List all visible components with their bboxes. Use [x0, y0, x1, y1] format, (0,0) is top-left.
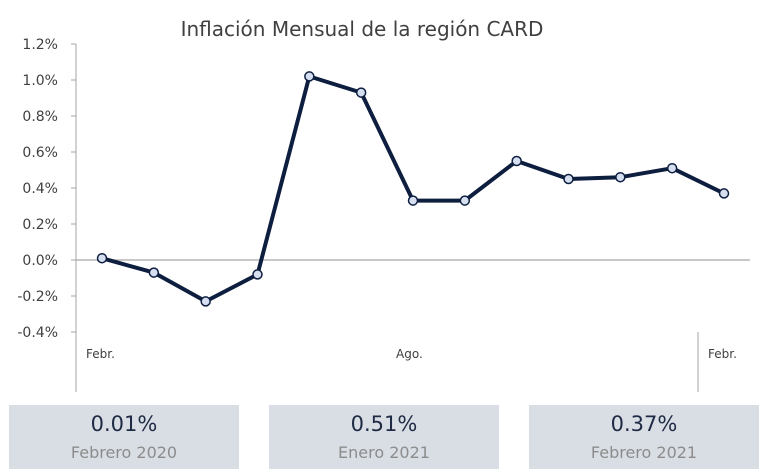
y-axis: 1.2% 1.0% 0.8% 0.6% 0.4% 0.2% 0.0% -0.2% -0.4% [17, 37, 77, 341]
line-chart: Inflación Mensual de la región CARD 1.2%… [17, 17, 750, 392]
summary-card-feb-2020: 0.01% Febrero 2020 [9, 405, 239, 469]
y-tick-label: 1.2% [22, 37, 58, 53]
x-tick-label: Febr. [708, 347, 737, 361]
y-tick-label: -0.2% [17, 289, 58, 305]
card-value: 0.01% [90, 412, 158, 436]
data-point [148, 267, 160, 278]
data-point [200, 296, 211, 307]
series-line [100, 74, 726, 304]
data-point [563, 173, 574, 185]
y-tick-label: 0.4% [22, 181, 58, 197]
x-tick-label: Febr. [86, 347, 115, 361]
x-tick-label: Ago. [396, 347, 423, 361]
card-value: 0.37% [610, 412, 678, 436]
y-tick-label: 0.0% [22, 253, 58, 269]
card-label: Enero 2021 [338, 443, 430, 462]
data-point [615, 171, 626, 183]
data-point [666, 162, 678, 174]
card-label: Febrero 2020 [70, 443, 178, 462]
chart-title: Inflación Mensual de la región CARD [181, 17, 544, 41]
x-axis: Febr. Ago. Febr. [75, 259, 750, 392]
data-point [718, 188, 730, 199]
y-tick-label: -0.4% [17, 325, 58, 341]
summary-card-feb-2021: 0.37% Febrero 2021 [529, 405, 759, 469]
data-point [252, 269, 263, 280]
summary-cards: 0.01% Febrero 2020 0.51% Enero 2021 0.37… [0, 405, 768, 469]
data-point [355, 87, 367, 98]
y-tick-label: 0.6% [22, 145, 58, 161]
data-point [407, 195, 419, 206]
card-label: Febrero 2021 [590, 443, 698, 462]
y-tick-label: 0.2% [22, 217, 58, 233]
data-point [459, 195, 471, 206]
y-tick-label: 0.8% [22, 109, 58, 125]
data-point [304, 71, 315, 82]
summary-card-jan-2021: 0.51% Enero 2021 [269, 405, 499, 469]
data-point [96, 252, 108, 264]
card-value: 0.51% [350, 412, 418, 436]
series-layer [96, 71, 730, 307]
y-tick-label: 1.0% [22, 73, 58, 89]
data-point [511, 155, 522, 167]
